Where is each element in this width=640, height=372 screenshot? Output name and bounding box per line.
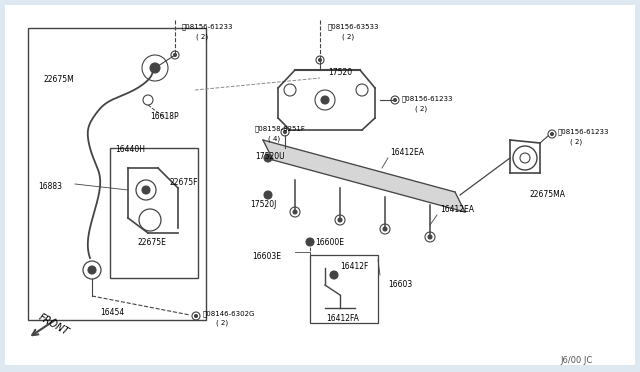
Circle shape (394, 99, 397, 102)
Circle shape (88, 266, 96, 274)
Circle shape (338, 218, 342, 222)
Circle shape (383, 227, 387, 231)
Circle shape (319, 58, 321, 61)
Text: 16412FA: 16412FA (326, 314, 359, 323)
Text: 16412EA: 16412EA (440, 205, 474, 214)
Circle shape (264, 154, 272, 162)
Text: 16883: 16883 (38, 182, 62, 191)
Text: 17520: 17520 (328, 68, 352, 77)
Circle shape (173, 54, 177, 57)
Text: FRONT: FRONT (37, 312, 71, 337)
Bar (110, 148, 198, 278)
Text: 22675M: 22675M (44, 75, 75, 84)
Circle shape (264, 191, 272, 199)
Circle shape (195, 314, 198, 317)
Text: J6/00 JC: J6/00 JC (560, 356, 592, 365)
Text: ( 2): ( 2) (415, 105, 427, 112)
Circle shape (306, 238, 314, 246)
Text: 16412EA: 16412EA (390, 148, 424, 157)
Text: 16412F: 16412F (340, 262, 369, 271)
Circle shape (150, 63, 160, 73)
Circle shape (293, 210, 297, 214)
Text: 22675F: 22675F (170, 178, 198, 187)
Circle shape (321, 96, 329, 104)
Circle shape (142, 186, 150, 194)
Text: 16440H: 16440H (115, 145, 145, 154)
Text: ⒵08146-6302G: ⒵08146-6302G (203, 310, 255, 317)
Text: 17520U: 17520U (255, 152, 285, 161)
Circle shape (284, 131, 287, 134)
Text: ( 2): ( 2) (196, 33, 208, 39)
Bar (310, 255, 378, 323)
Text: ( 4): ( 4) (268, 135, 280, 141)
Text: ⒵08158-8251F: ⒵08158-8251F (255, 125, 306, 132)
Text: ( 2): ( 2) (342, 33, 354, 39)
Text: ⒵08156-61233: ⒵08156-61233 (402, 95, 454, 102)
Circle shape (550, 132, 554, 135)
Circle shape (428, 235, 432, 239)
Text: ( 2): ( 2) (216, 320, 228, 327)
Polygon shape (263, 140, 465, 212)
Text: ⒵08156-61233: ⒵08156-61233 (182, 23, 234, 30)
Text: 22675E: 22675E (138, 238, 167, 247)
Text: ( 2): ( 2) (570, 138, 582, 144)
Text: 22675MA: 22675MA (530, 190, 566, 199)
Text: 17520J: 17520J (250, 200, 276, 209)
Text: 16603E: 16603E (252, 252, 281, 261)
Circle shape (330, 271, 338, 279)
Text: 16618P: 16618P (150, 112, 179, 121)
Text: ⒵08156-61233: ⒵08156-61233 (558, 128, 609, 135)
Text: 16603: 16603 (388, 280, 412, 289)
Bar (28, 28, 206, 320)
Text: 16600E: 16600E (315, 238, 344, 247)
Text: ⒵08156-63533: ⒵08156-63533 (328, 23, 380, 30)
Text: 16454: 16454 (100, 308, 124, 317)
